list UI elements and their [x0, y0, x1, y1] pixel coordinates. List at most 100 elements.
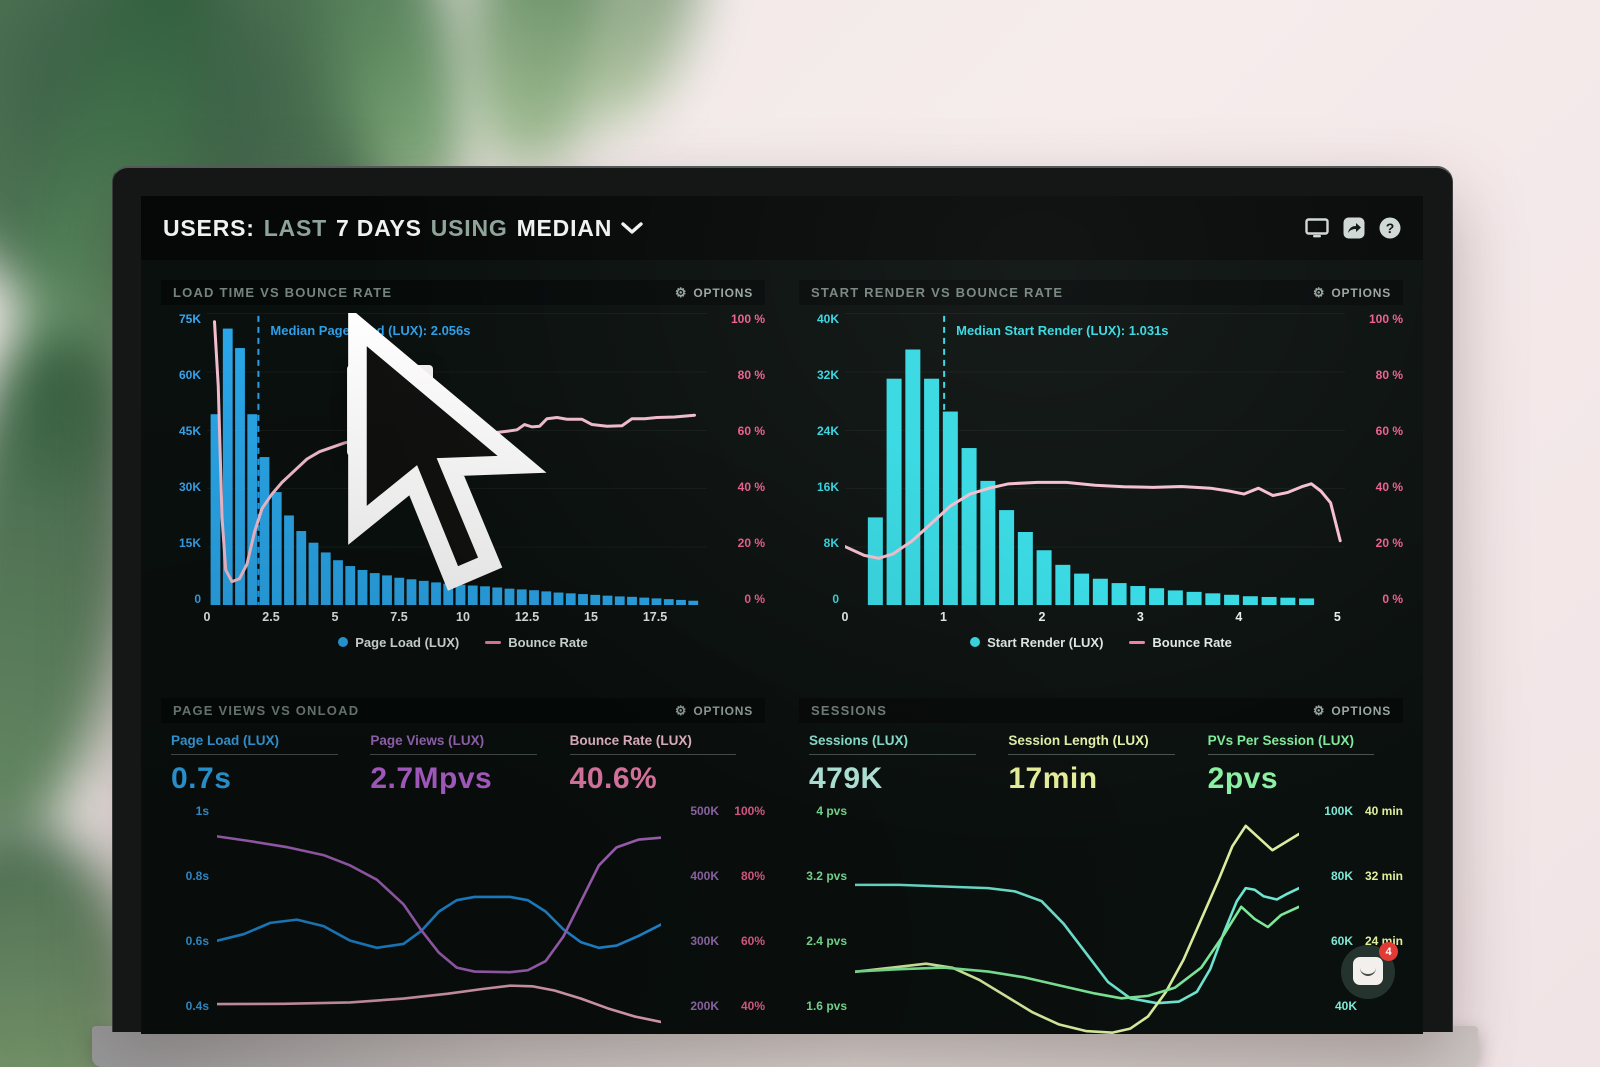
- axis-tick: 60 %: [1375, 424, 1403, 438]
- median-annotation: Median Start Render (LUX): 1.031s: [956, 323, 1169, 338]
- dashboard-scope-selector[interactable]: USERS: LAST 7 DAYS USING MEDIAN: [163, 215, 643, 242]
- panel-title: SESSIONS: [811, 703, 888, 718]
- axis-tick: 100 %: [1368, 312, 1403, 326]
- help-icon[interactable]: ?: [1379, 217, 1401, 239]
- metric-page-views: Page Views (LUX) 2.7Mpvs: [370, 733, 555, 796]
- panel-title: LOAD TIME VS BOUNCE RATE: [173, 285, 393, 300]
- axis-tick: 32K: [816, 368, 839, 382]
- title-7days: 7 DAYS: [335, 214, 422, 241]
- axis-tick: 20 %: [737, 536, 765, 550]
- chevron-down-icon: [621, 221, 643, 234]
- axis-tick: 15K: [178, 536, 201, 550]
- panel-start-render-vs-bounce-rate: START RENDER VS BOUNCE RATE ⚙ OPTIONS 40…: [799, 280, 1403, 654]
- legend-dot-icon: [970, 637, 981, 647]
- axis-tick: 15: [584, 610, 598, 624]
- title-median: MEDIAN: [516, 214, 613, 241]
- axis-tick: 100 %: [730, 312, 765, 326]
- metric-bounce-rate: Bounce Rate (LUX) 40.6%: [569, 733, 755, 796]
- axis-tick: 0: [832, 592, 839, 606]
- title-last: LAST: [263, 214, 327, 241]
- axis-tick: 45K: [178, 424, 201, 438]
- y-axis-left: 75K 60K 45K 30K 15K 0: [161, 313, 207, 605]
- metric-pvs-per-session: PVs Per Session (LUX) 2pvs: [1207, 733, 1393, 796]
- legend-line-icon: [485, 640, 502, 644]
- gear-icon: ⚙: [674, 703, 688, 718]
- options-button[interactable]: ⚙ OPTIONS: [1312, 285, 1391, 300]
- axis-tick: 60K: [178, 368, 201, 382]
- axis-tick: 0: [194, 592, 201, 606]
- x-axis: 0 1 2 3 4 5: [841, 607, 1357, 627]
- app-header: USERS: LAST 7 DAYS USING MEDIAN: [141, 196, 1423, 260]
- title-users: USERS:: [163, 214, 255, 241]
- y-axis-right: 100 % 80 % 60 % 40 % 20 % 0 %: [1345, 313, 1403, 605]
- start-render-chart-plot[interactable]: Median Start Render (LUX): 1.031s: [845, 313, 1345, 605]
- axis-tick: 4: [1235, 610, 1243, 624]
- gear-icon: ⚙: [1312, 703, 1326, 718]
- axis-tick: 40K: [816, 312, 839, 326]
- axis-tick: 2: [1038, 610, 1046, 624]
- gear-icon: ⚙: [1312, 285, 1326, 300]
- y-axis-right: 100K 40 min 80K 32 min 60K 24 min 40K: [1324, 804, 1403, 1013]
- chat-bubble-icon: [1353, 957, 1383, 985]
- axis-tick: 0 %: [1382, 592, 1403, 606]
- page-views-chart-plot[interactable]: [217, 804, 661, 1034]
- axis-tick: 5: [1333, 610, 1341, 624]
- legend-line-icon: [1129, 640, 1146, 644]
- axis-tick: 8K: [823, 536, 839, 550]
- axis-tick: 40 %: [737, 480, 765, 494]
- legend-bounce-rate[interactable]: Bounce Rate: [485, 635, 588, 650]
- y-axis-right: 100 % 80 % 60 % 40 % 20 % 0 %: [707, 313, 765, 605]
- axis-tick: 0: [841, 610, 849, 624]
- legend-dot-icon: [338, 637, 349, 647]
- svg-text:?: ?: [1386, 220, 1395, 236]
- gear-icon: ⚙: [674, 285, 688, 300]
- metric-session-length: Session Length (LUX) 17min: [1008, 733, 1193, 796]
- metric-sessions: Sessions (LUX) 479K: [809, 733, 994, 796]
- cursor-icon: [348, 313, 547, 591]
- y-axis-left: 4 pvs 3.2 pvs 2.4 pvs 1.6 pvs: [806, 804, 847, 1013]
- dashboard-screen: USERS: LAST 7 DAYS USING MEDIAN: [141, 196, 1423, 1034]
- options-button[interactable]: ⚙ OPTIONS: [674, 703, 753, 718]
- chat-unread-badge: 4: [1379, 942, 1398, 961]
- x-axis: 0 2.5 5 7.5 10 12.5 15 17.5: [203, 607, 719, 627]
- axis-tick: 20 %: [1375, 536, 1403, 550]
- axis-tick: 17.5: [642, 610, 668, 624]
- options-button[interactable]: ⚙ OPTIONS: [674, 285, 753, 300]
- panel-sessions: SESSIONS ⚙ OPTIONS Sessions (LUX) 479K S…: [799, 698, 1403, 1034]
- axis-tick: 2.5: [262, 610, 280, 624]
- axis-tick: 80 %: [737, 368, 765, 382]
- sessions-chart-plot[interactable]: [855, 804, 1299, 1034]
- axis-tick: 7.5: [390, 610, 408, 624]
- axis-tick: 0 %: [744, 592, 765, 606]
- metric-page-load: Page Load (LUX) 0.7s: [171, 733, 356, 796]
- panel-load-time-vs-bounce-rate: LOAD TIME VS BOUNCE RATE ⚙ OPTIONS 75K 60…: [161, 280, 765, 654]
- panel-title: PAGE VIEWS VS ONLOAD: [173, 703, 360, 718]
- axis-tick: 24K: [816, 424, 839, 438]
- chat-button[interactable]: 4: [1341, 942, 1398, 999]
- axis-tick: 5: [331, 610, 339, 624]
- axis-tick: 40 %: [1375, 480, 1403, 494]
- options-button[interactable]: ⚙ OPTIONS: [1312, 703, 1391, 718]
- y-axis-left: 40K 32K 24K 16K 8K 0: [799, 313, 845, 605]
- share-icon[interactable]: [1343, 217, 1365, 239]
- axis-tick: 16K: [816, 480, 839, 494]
- y-axis-right: 500K 100% 400K 80% 300K 60% 200K 40%: [690, 804, 765, 1013]
- axis-tick: 30K: [178, 480, 201, 494]
- axis-tick: 0: [203, 610, 211, 624]
- panel-title: START RENDER VS BOUNCE RATE: [811, 285, 1064, 300]
- legend-bounce-rate[interactable]: Bounce Rate: [1129, 635, 1232, 650]
- legend-start-render[interactable]: Start Render (LUX): [970, 635, 1103, 650]
- y-axis-left: 1s 0.8s 0.6s 0.4s: [185, 804, 209, 1013]
- axis-tick: 12.5: [514, 610, 540, 624]
- display-icon[interactable]: [1305, 217, 1329, 239]
- axis-tick: 75K: [178, 312, 201, 326]
- laptop-bezel: USERS: LAST 7 DAYS USING MEDIAN: [112, 166, 1453, 1034]
- axis-tick: 1: [939, 610, 947, 624]
- panel-page-views-vs-onload: PAGE VIEWS VS ONLOAD ⚙ OPTIONS Page Load…: [161, 698, 765, 1034]
- axis-tick: 10: [456, 610, 470, 624]
- axis-tick: 60 %: [737, 424, 765, 438]
- load-time-chart-plot[interactable]: Median Page Load (LUX): 2.056s Bounce Ra…: [207, 313, 707, 605]
- title-using: USING: [430, 214, 508, 241]
- legend-page-load[interactable]: Page Load (LUX): [338, 635, 459, 650]
- axis-tick: 3: [1136, 610, 1144, 624]
